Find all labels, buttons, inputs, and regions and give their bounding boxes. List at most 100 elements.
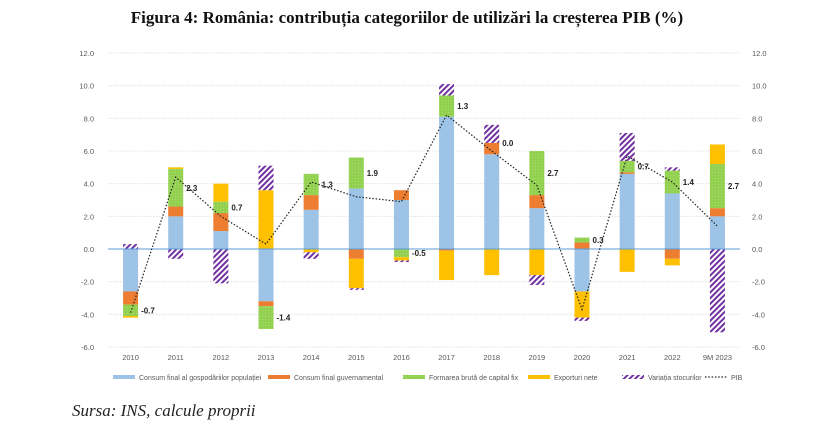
- bar-segment: [619, 172, 635, 174]
- y-tick-label-left: -6.0: [81, 343, 94, 352]
- legend-label: PIB: [731, 375, 743, 382]
- bar-segment: [168, 206, 184, 217]
- bar-segment: [664, 167, 680, 171]
- bar-segment: [439, 95, 455, 117]
- bar-segment: [348, 157, 364, 189]
- bar-segment: [393, 257, 409, 261]
- x-tick-label: 2018: [483, 353, 500, 362]
- bar-segment: [529, 208, 545, 249]
- bar-segment: [258, 249, 274, 302]
- data-label: 0.0: [502, 139, 514, 148]
- data-label: 1.3: [457, 102, 469, 111]
- y-tick-label-right: 4.0: [752, 180, 762, 189]
- data-label: 0.7: [638, 163, 650, 172]
- y-tick-label-right: -2.0: [752, 278, 765, 287]
- bar-segment: [213, 213, 229, 232]
- bar-segment: [664, 249, 680, 259]
- bar-segment: [439, 116, 455, 249]
- bar-segment: [484, 154, 500, 249]
- bar-segment: [213, 183, 229, 202]
- bars: [123, 84, 725, 333]
- data-label: 2.7: [728, 182, 740, 191]
- bar-segment: [168, 167, 184, 169]
- y-tick-label-right: 0.0: [752, 245, 762, 254]
- bar-segment: [439, 84, 455, 96]
- bar-segment: [709, 208, 725, 217]
- bar-segment: [303, 209, 319, 249]
- chart-title: Figura 4: România: contribuția categorii…: [130, 8, 684, 27]
- bar-segment: [664, 170, 680, 194]
- bar-segment: [303, 173, 319, 196]
- bar-segment: [258, 165, 274, 191]
- y-axis-right: 12.0 10.0 8.0 6.0 4.0 2.0 0.0 -2.0 -4.0 -6.0: [752, 49, 767, 352]
- legend: Consum final al gospodăriilor populației…: [113, 375, 743, 382]
- x-tick-label: 2017: [438, 353, 455, 362]
- y-tick-label-left: 10.0: [79, 82, 94, 91]
- chart: 12.0 10.0 8.0 6.0 4.0 2.0 0.0 -2.0 -4.0 -6.0 12.0…: [79, 49, 767, 382]
- bar-segment: [709, 216, 725, 249]
- bar-segment: [303, 249, 319, 253]
- y-tick-label-right: 6.0: [752, 147, 762, 156]
- bar-segment: [123, 315, 139, 318]
- y-tick-label-right: 8.0: [752, 114, 762, 123]
- source-note: Sursa: INS, calcule proprii: [72, 401, 256, 420]
- y-tick-label-right: 2.0: [752, 212, 762, 221]
- data-label: 2.7: [547, 169, 559, 178]
- bar-segment: [439, 250, 455, 281]
- legend-label: Consum final guvernamental: [294, 375, 384, 382]
- bar-segment: [484, 249, 500, 276]
- bar-segment: [574, 237, 590, 243]
- data-label: -1.4: [277, 314, 291, 323]
- legend-swatch: [528, 375, 550, 379]
- bar-segment: [574, 249, 590, 292]
- bar-segment: [168, 168, 184, 207]
- y-tick-label-right: -4.0: [752, 310, 765, 319]
- bar-segment: [123, 244, 139, 249]
- bar-segment: [348, 249, 364, 259]
- bar-segment: [168, 216, 184, 249]
- data-labels: -0.7 2.3 0.7 -1.4 1.3 1.9 -0.5 1.3 0.0 2.7 0.3 0.7 1…: [141, 102, 740, 323]
- data-label: 0.7: [231, 203, 243, 212]
- bar-segment: [529, 249, 545, 276]
- x-tick-label: 2016: [393, 353, 410, 362]
- bar-segment: [348, 258, 364, 289]
- x-tick-label: 2021: [619, 353, 636, 362]
- y-tick-label-left: 8.0: [84, 114, 94, 123]
- legend-swatch: [622, 375, 644, 379]
- y-tick-label-right: 12.0: [752, 49, 767, 58]
- bar-segment: [439, 249, 455, 251]
- data-label: -0.5: [412, 249, 426, 258]
- bar-segment: [123, 291, 139, 305]
- bar-segment: [303, 252, 319, 259]
- bar-segment: [574, 317, 590, 321]
- bar-segment: [348, 288, 364, 290]
- x-tick-label: 2022: [664, 353, 681, 362]
- bar-segment: [484, 124, 500, 143]
- x-tick-label: 2014: [303, 353, 320, 362]
- y-tick-label-right: -6.0: [752, 343, 765, 352]
- pib-line: [130, 114, 718, 313]
- y-tick-label-left: 2.0: [84, 212, 94, 221]
- y-axis-left: 12.0 10.0 8.0 6.0 4.0 2.0 0.0 -2.0 -4.0 -6.0: [79, 49, 94, 352]
- bar-segment: [213, 249, 229, 284]
- legend-swatch: [403, 375, 425, 379]
- bar-segment: [709, 144, 725, 165]
- bar-segment: [664, 258, 680, 266]
- data-label: 1.3: [322, 180, 334, 189]
- x-tick-label: 2015: [348, 353, 365, 362]
- x-tick-label: 2013: [258, 353, 275, 362]
- legend-swatch: [268, 375, 290, 379]
- bar-segment: [664, 193, 680, 249]
- legend-label: Exporturi nete: [554, 375, 598, 382]
- bar-segment: [258, 190, 274, 249]
- bar-segment: [393, 200, 409, 249]
- bar-segment: [574, 291, 590, 318]
- x-tick-label: 9M 2023: [703, 353, 732, 362]
- bar-segment: [619, 249, 635, 272]
- bar-segment: [484, 142, 500, 155]
- data-label: 1.4: [683, 178, 695, 187]
- x-tick-label: 2012: [213, 353, 230, 362]
- x-axis: 2010 2011 2012 2013 2014 2015 2016 2017 2018 2019…: [122, 353, 732, 362]
- bar-segment: [303, 195, 319, 210]
- y-tick-label-left: -2.0: [81, 278, 94, 287]
